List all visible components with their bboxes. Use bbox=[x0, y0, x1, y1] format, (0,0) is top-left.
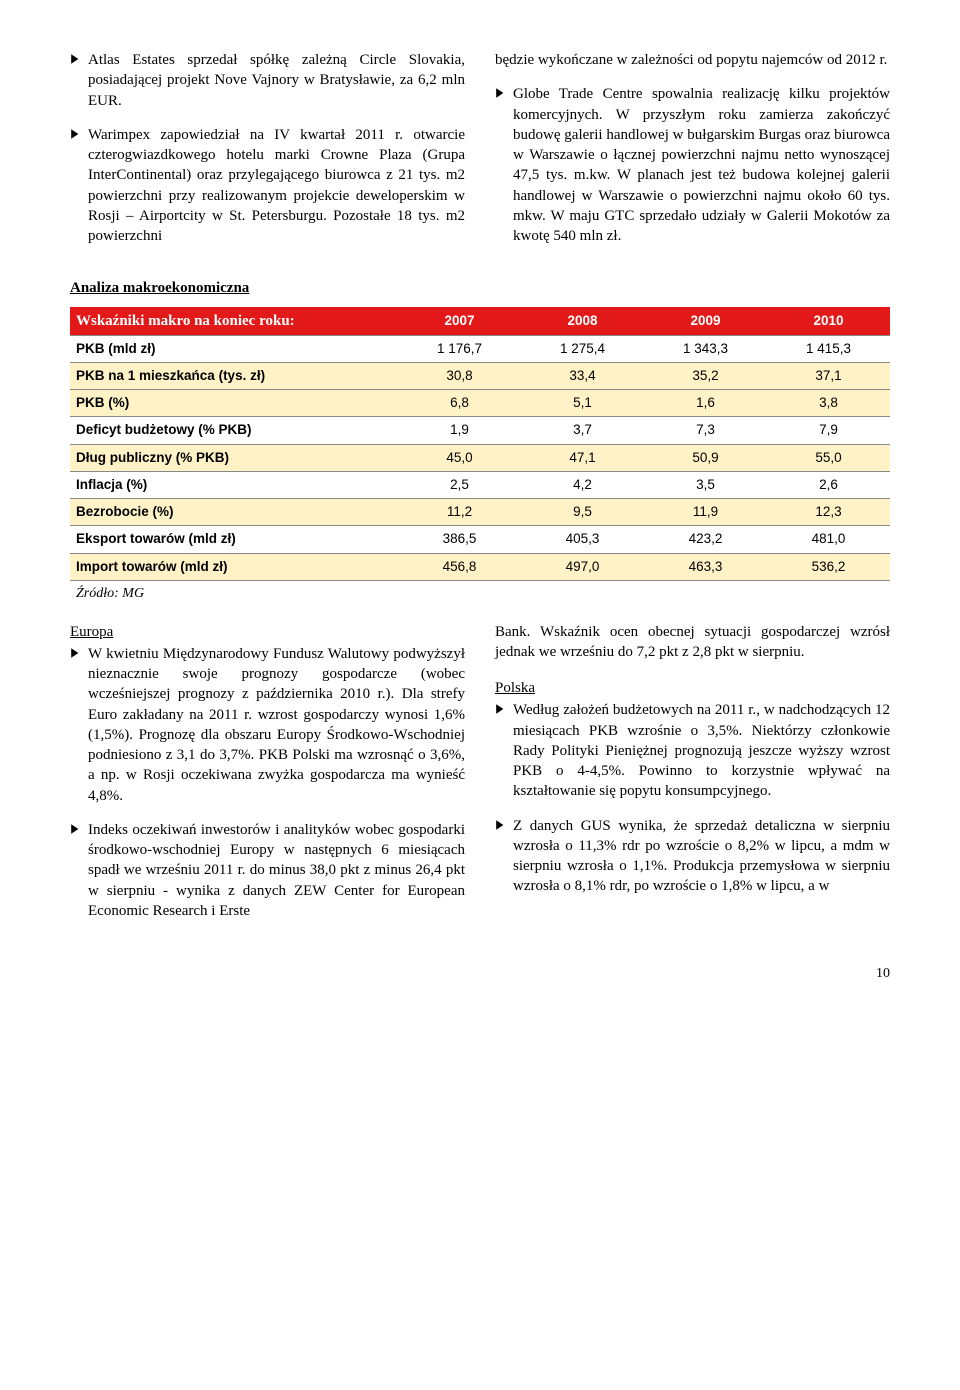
row-value: 11,9 bbox=[644, 499, 767, 526]
row-value: 2,5 bbox=[398, 471, 521, 498]
bullet-text: Z danych GUS wynika, że sprzedaż detalic… bbox=[513, 816, 890, 897]
row-value: 3,5 bbox=[644, 471, 767, 498]
row-value: 2,6 bbox=[767, 471, 890, 498]
table-row: Eksport towarów (mld zł)386,5405,3423,24… bbox=[70, 526, 890, 553]
row-value: 423,2 bbox=[644, 526, 767, 553]
row-label: Eksport towarów (mld zł) bbox=[70, 526, 398, 553]
continuation-text: Bank. Wskaźnik ocen obecnej sytuacji gos… bbox=[495, 622, 890, 663]
row-value: 456,8 bbox=[398, 553, 521, 580]
row-value: 6,8 bbox=[398, 390, 521, 417]
bullet-text: Indeks oczekiwań inwestorów i analityków… bbox=[88, 820, 465, 921]
row-label: Bezrobocie (%) bbox=[70, 499, 398, 526]
row-value: 1 176,7 bbox=[398, 335, 521, 362]
row-value: 463,3 bbox=[644, 553, 767, 580]
row-value: 37,1 bbox=[767, 362, 890, 389]
bottom-columns: Europa W kwietniu Międzynarodowy Fundusz… bbox=[70, 622, 890, 936]
table-row: Bezrobocie (%)11,29,511,912,3 bbox=[70, 499, 890, 526]
row-label: Dług publiczny (% PKB) bbox=[70, 444, 398, 471]
bullet-text: Według założeń budżetowych na 2011 r., w… bbox=[513, 700, 890, 801]
arrow-icon bbox=[495, 816, 513, 897]
table-row: Import towarów (mld zł)456,8497,0463,353… bbox=[70, 553, 890, 580]
row-value: 30,8 bbox=[398, 362, 521, 389]
row-value: 1,6 bbox=[644, 390, 767, 417]
row-value: 1 275,4 bbox=[521, 335, 644, 362]
bullet-text: Atlas Estates sprzedał spółkę zależną Ci… bbox=[88, 50, 465, 111]
table-row: Deficyt budżetowy (% PKB)1,93,77,37,9 bbox=[70, 417, 890, 444]
top-columns: Atlas Estates sprzedał spółkę zależną Ci… bbox=[70, 50, 890, 260]
table-source: Źródło: MG bbox=[76, 585, 890, 604]
row-value: 50,9 bbox=[644, 444, 767, 471]
row-value: 7,9 bbox=[767, 417, 890, 444]
europa-heading: Europa bbox=[70, 622, 465, 642]
table-row: PKB na 1 mieszkańca (tys. zł)30,833,435,… bbox=[70, 362, 890, 389]
top-left-column: Atlas Estates sprzedał spółkę zależną Ci… bbox=[70, 50, 465, 260]
table-header-year: 2007 bbox=[398, 307, 521, 336]
row-label: Import towarów (mld zł) bbox=[70, 553, 398, 580]
row-value: 481,0 bbox=[767, 526, 890, 553]
arrow-icon bbox=[70, 820, 88, 921]
table-row: Dług publiczny (% PKB)45,047,150,955,0 bbox=[70, 444, 890, 471]
row-label: Inflacja (%) bbox=[70, 471, 398, 498]
page-number: 10 bbox=[70, 965, 890, 984]
table-header-label: Wskaźniki makro na koniec roku: bbox=[70, 307, 398, 336]
bullet-item: Warimpex zapowiedział na IV kwartał 2011… bbox=[70, 125, 465, 247]
bullet-text: Warimpex zapowiedział na IV kwartał 2011… bbox=[88, 125, 465, 247]
row-value: 35,2 bbox=[644, 362, 767, 389]
arrow-icon bbox=[70, 125, 88, 247]
row-value: 536,2 bbox=[767, 553, 890, 580]
row-value: 33,4 bbox=[521, 362, 644, 389]
row-label: PKB (mld zł) bbox=[70, 335, 398, 362]
arrow-icon bbox=[495, 700, 513, 801]
bullet-item: Z danych GUS wynika, że sprzedaż detalic… bbox=[495, 816, 890, 897]
bullet-text: Globe Trade Centre spowalnia realizację … bbox=[513, 84, 890, 246]
bullet-item: Atlas Estates sprzedał spółkę zależną Ci… bbox=[70, 50, 465, 111]
row-value: 45,0 bbox=[398, 444, 521, 471]
row-value: 12,3 bbox=[767, 499, 890, 526]
row-value: 5,1 bbox=[521, 390, 644, 417]
row-value: 1 415,3 bbox=[767, 335, 890, 362]
macro-indicators-table: Wskaźniki makro na koniec roku: 2007 200… bbox=[70, 307, 890, 581]
bullet-item: Indeks oczekiwań inwestorów i analityków… bbox=[70, 820, 465, 921]
row-value: 3,8 bbox=[767, 390, 890, 417]
row-value: 7,3 bbox=[644, 417, 767, 444]
bottom-left-column: Europa W kwietniu Międzynarodowy Fundusz… bbox=[70, 622, 465, 936]
row-value: 47,1 bbox=[521, 444, 644, 471]
table-row: PKB (mld zł)1 176,71 275,41 343,31 415,3 bbox=[70, 335, 890, 362]
table-header-row: Wskaźniki makro na koniec roku: 2007 200… bbox=[70, 307, 890, 336]
row-value: 55,0 bbox=[767, 444, 890, 471]
bullet-item: Globe Trade Centre spowalnia realizację … bbox=[495, 84, 890, 246]
arrow-icon bbox=[70, 50, 88, 111]
table-row: PKB (%)6,85,11,63,8 bbox=[70, 390, 890, 417]
row-value: 405,3 bbox=[521, 526, 644, 553]
polska-heading: Polska bbox=[495, 678, 890, 698]
row-value: 4,2 bbox=[521, 471, 644, 498]
table-header-year: 2009 bbox=[644, 307, 767, 336]
row-value: 3,7 bbox=[521, 417, 644, 444]
bullet-item: Według założeń budżetowych na 2011 r., w… bbox=[495, 700, 890, 801]
row-value: 1,9 bbox=[398, 417, 521, 444]
bullet-text: W kwietniu Międzynarodowy Fundusz Waluto… bbox=[88, 644, 465, 806]
analysis-heading: Analiza makroekonomiczna bbox=[70, 278, 890, 298]
arrow-icon bbox=[70, 644, 88, 806]
table-row: Inflacja (%)2,54,23,52,6 bbox=[70, 471, 890, 498]
row-label: Deficyt budżetowy (% PKB) bbox=[70, 417, 398, 444]
arrow-icon bbox=[495, 84, 513, 246]
bullet-item: W kwietniu Międzynarodowy Fundusz Waluto… bbox=[70, 644, 465, 806]
row-value: 9,5 bbox=[521, 499, 644, 526]
table-header-year: 2008 bbox=[521, 307, 644, 336]
row-value: 1 343,3 bbox=[644, 335, 767, 362]
continuation-text: będzie wykończane w zależności od popytu… bbox=[495, 50, 890, 70]
row-label: PKB na 1 mieszkańca (tys. zł) bbox=[70, 362, 398, 389]
row-label: PKB (%) bbox=[70, 390, 398, 417]
row-value: 386,5 bbox=[398, 526, 521, 553]
bottom-right-column: Bank. Wskaźnik ocen obecnej sytuacji gos… bbox=[495, 622, 890, 936]
table-header-year: 2010 bbox=[767, 307, 890, 336]
row-value: 11,2 bbox=[398, 499, 521, 526]
row-value: 497,0 bbox=[521, 553, 644, 580]
top-right-column: będzie wykończane w zależności od popytu… bbox=[495, 50, 890, 260]
